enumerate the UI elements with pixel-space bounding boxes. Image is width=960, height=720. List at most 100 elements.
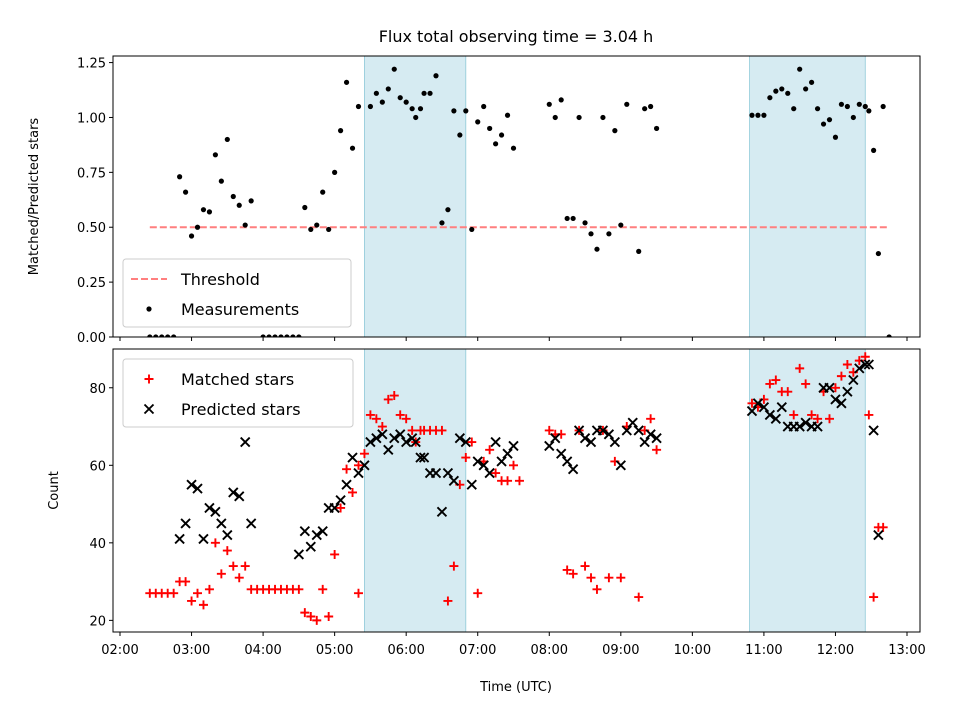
- data-point: [481, 103, 487, 110]
- data-point: [824, 382, 835, 393]
- plot-area: [147, 66, 892, 337]
- data-point: [198, 600, 208, 610]
- data-point: [391, 66, 397, 72]
- data-point: [198, 533, 209, 545]
- data-point: [427, 90, 433, 96]
- data-point: [773, 88, 779, 94]
- data-point: [603, 429, 615, 440]
- data-point: [779, 86, 785, 92]
- data-point: [556, 448, 567, 459]
- data-point: [457, 132, 463, 138]
- data-point: [502, 448, 513, 459]
- data-point: [451, 108, 457, 114]
- data-point: [385, 86, 391, 92]
- data-point: [776, 401, 787, 413]
- x-tick-label: 12:00: [817, 643, 854, 658]
- x-tick-label: 03:00: [173, 643, 210, 658]
- data-point: [463, 108, 469, 114]
- legend-swatch: [146, 306, 152, 312]
- data-point: [746, 405, 758, 417]
- data-point: [624, 101, 630, 107]
- data-point: [878, 522, 888, 532]
- data-point: [222, 529, 233, 541]
- data-point: [789, 410, 799, 420]
- y-tick-label: 1.00: [77, 111, 106, 126]
- data-point: [278, 334, 284, 337]
- x-tick-label: 02:00: [101, 643, 138, 658]
- legend: Matched stars Predicted stars: [122, 358, 354, 428]
- data-point: [498, 132, 505, 138]
- data-point: [182, 189, 189, 195]
- legend-box: [122, 258, 352, 328]
- data-point: [573, 425, 585, 436]
- data-point: [204, 502, 215, 514]
- x-tick-label: 13:00: [888, 643, 925, 658]
- data-point: [758, 401, 770, 413]
- x-tick-label: 07:00: [459, 643, 496, 658]
- data-point: [503, 476, 513, 486]
- data-point: [880, 103, 886, 110]
- data-point: [783, 387, 793, 397]
- data-point: [496, 456, 507, 467]
- data-point: [478, 460, 489, 471]
- data-point: [642, 106, 648, 112]
- data-point: [188, 233, 195, 239]
- data-point: [445, 207, 451, 213]
- data-point: [449, 561, 459, 571]
- data-point: [234, 491, 245, 502]
- data-point: [567, 464, 579, 475]
- data-point: [546, 101, 552, 107]
- data-point: [814, 106, 821, 112]
- data-point: [592, 584, 602, 594]
- shaded-region: [749, 55, 866, 338]
- data-point: [454, 432, 466, 444]
- data-point: [314, 222, 320, 228]
- legend-label: Measurements: [181, 300, 299, 319]
- top-panel: 0.00 0.25 0.50 0.75 1.00 1.25 Matched/Predicte…: [27, 55, 921, 346]
- data-point: [634, 592, 644, 602]
- legend-swatch: [143, 403, 155, 415]
- data-point: [293, 549, 305, 560]
- data-point: [836, 371, 846, 381]
- data-point: [318, 584, 328, 594]
- data-point: [570, 215, 576, 222]
- data-point: [224, 136, 230, 143]
- data-point: [491, 468, 501, 478]
- x-tick-label: 08:00: [531, 643, 568, 658]
- data-point: [466, 479, 477, 490]
- data-point: [472, 456, 483, 467]
- shaded-region: [749, 348, 866, 633]
- data-point: [218, 178, 224, 184]
- data-point: [636, 248, 642, 254]
- data-point: [377, 422, 387, 432]
- data-point: [383, 444, 394, 455]
- data-point: [856, 101, 862, 107]
- data-point: [838, 101, 845, 107]
- data-point: [410, 436, 421, 448]
- data-point: [866, 108, 872, 114]
- data-point: [395, 429, 406, 440]
- data-point: [240, 436, 251, 448]
- legend: Threshold Measurements: [122, 258, 352, 328]
- data-point: [552, 114, 558, 121]
- y-tick-label: 0.75: [77, 166, 106, 181]
- data-point: [336, 503, 346, 513]
- data-point: [771, 375, 781, 385]
- data-point: [639, 436, 650, 448]
- data-point: [359, 449, 369, 459]
- data-point: [848, 374, 859, 386]
- data-point: [448, 475, 460, 486]
- data-point: [588, 231, 594, 237]
- data-point: [627, 417, 638, 428]
- legend-label: Predicted stars: [181, 400, 301, 419]
- data-point: [317, 526, 328, 537]
- data-point: [770, 413, 782, 424]
- data-point: [355, 103, 362, 110]
- data-point: [504, 112, 511, 118]
- data-point: [561, 456, 573, 467]
- data-point: [299, 526, 310, 537]
- data-point: [550, 432, 561, 444]
- data-point: [353, 467, 364, 479]
- data-point: [367, 103, 374, 110]
- data-point: [594, 246, 600, 252]
